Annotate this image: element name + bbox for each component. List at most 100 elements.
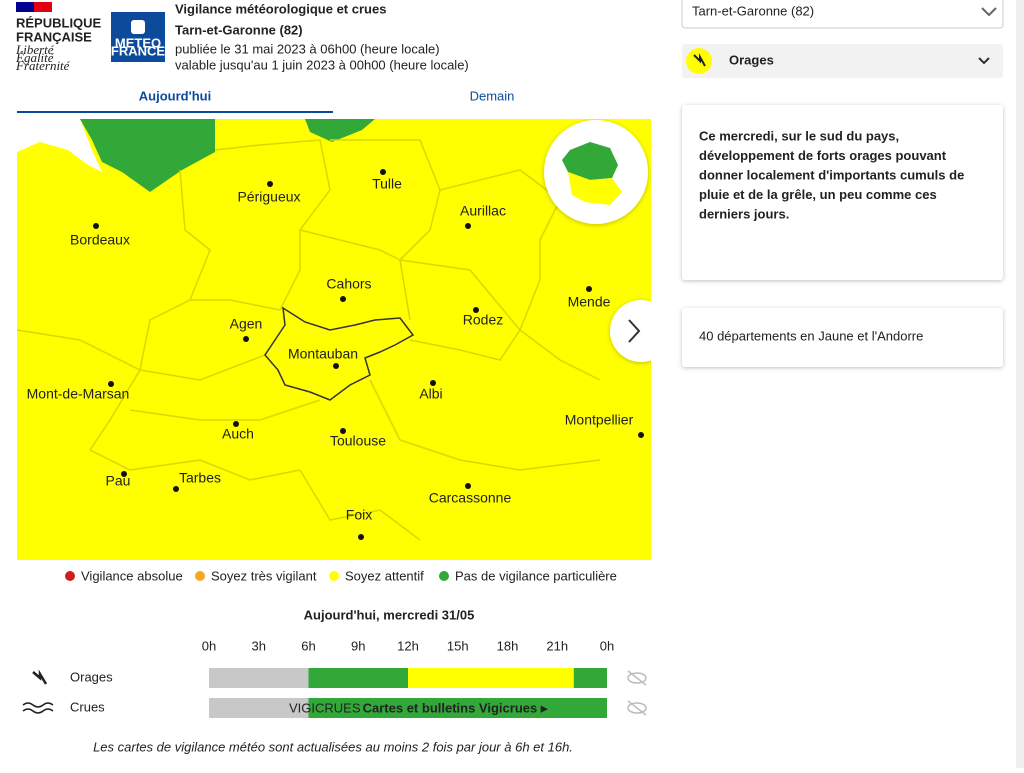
- hide-slash: [627, 670, 647, 686]
- motto: Liberté: [15, 42, 55, 57]
- city-label: Foix: [346, 507, 372, 523]
- city-label: Pau: [106, 473, 131, 489]
- segment: [408, 668, 574, 688]
- city-dot: [233, 421, 239, 427]
- meteo: FRANCE: [111, 43, 165, 58]
- green-area: [305, 119, 375, 142]
- segment: [308, 668, 408, 688]
- published: publiée le 31 mai 2023 à 06h00 (heure lo…: [175, 41, 440, 56]
- select[interactable]: [681, 0, 1004, 29]
- city-label: Toulouse: [330, 433, 386, 449]
- row-label: Crues: [70, 699, 105, 714]
- city-label: Tarbes: [179, 470, 221, 486]
- city-label: Mende: [568, 294, 611, 310]
- legend-label: Vigilance absolue: [81, 568, 183, 583]
- city-label: Mont-de-Marsan: [27, 386, 130, 402]
- summary: 40 départements en Jaune et l'Andorre: [699, 328, 923, 343]
- city-dot: [358, 534, 364, 540]
- title: Vigilance météorologique et crues: [175, 1, 386, 16]
- city-label: Aurillac: [460, 203, 506, 219]
- hour-label: 0h: [600, 638, 614, 653]
- timeline-date: Aujourd'hui, mercredi 31/05: [304, 607, 475, 622]
- hide-icon[interactable]: [627, 702, 647, 714]
- segment: [573, 668, 607, 688]
- city-label: Agen: [230, 316, 263, 332]
- description-line: derniers jours.: [699, 206, 789, 221]
- tab[interactable]: Aujourd'hui: [139, 88, 211, 103]
- description-line: donner localement d'importants cumuls de: [699, 167, 964, 182]
- hide-icon[interactable]: [627, 672, 647, 684]
- valid: valable jusqu'au 1 juin 2023 à 00h00 (he…: [175, 57, 469, 72]
- tab[interactable]: Demain: [470, 88, 515, 103]
- inset-yellow: [568, 172, 622, 205]
- motto: Égalité: [15, 50, 55, 65]
- legend-label: Soyez attentif: [345, 568, 424, 583]
- meteo-icon: [131, 20, 145, 34]
- city-dot: [267, 181, 273, 187]
- row-label: Orages: [70, 669, 113, 684]
- city-label: Rodez: [463, 312, 503, 328]
- title: Tarn-et-Garonne (82): [175, 22, 303, 37]
- city-label: Bordeaux: [70, 232, 130, 248]
- map[interactable]: Tulle Périgueux Aurillac Bordeaux Cahors Mend…: [17, 119, 672, 560]
- accordion[interactable]: [682, 44, 1003, 78]
- city-label: Auch: [222, 426, 254, 442]
- city-label: Périgueux: [237, 189, 300, 205]
- segment: [209, 698, 309, 718]
- legend-dot: [65, 571, 75, 581]
- city-dot: [340, 428, 346, 434]
- flood-icon: [22, 702, 54, 714]
- city-label: Montpellier: [565, 412, 634, 428]
- vigicrues-logo: VIGICRUES: [289, 700, 361, 715]
- storm-icon: [32, 669, 48, 685]
- footnote: Les cartes de vigilance météo sont actua…: [93, 739, 573, 754]
- legend-dot: [439, 571, 449, 581]
- city-dot: [430, 380, 436, 386]
- flag-blue: [16, 2, 34, 12]
- motto: Fraternité: [15, 58, 71, 73]
- republic: FRANÇAISE: [16, 29, 92, 44]
- next-button[interactable]: [610, 300, 672, 362]
- meteo: METEO: [115, 35, 161, 50]
- selected-department[interactable]: [264, 306, 415, 401]
- legend-dot: [195, 571, 205, 581]
- city-label: Montauban: [288, 346, 358, 362]
- summary-box: [682, 308, 1003, 367]
- description-line: pluie et de la grêle, un peu comme ces: [699, 187, 937, 202]
- city-label: Tulle: [372, 176, 402, 192]
- city-dot: [108, 381, 114, 387]
- republic: RÉPUBLIQUE: [16, 15, 102, 30]
- city-label: Carcassonne: [429, 490, 512, 506]
- green-area: [80, 119, 215, 192]
- scrollbar[interactable]: [1016, 0, 1024, 768]
- sea: [17, 119, 102, 172]
- hour-label: 9h: [351, 638, 365, 653]
- phenomenon-icon: [693, 53, 706, 67]
- city-dot: [380, 169, 386, 175]
- city-dot: [465, 483, 471, 489]
- city-dot: [638, 432, 644, 438]
- city-dot: [93, 223, 99, 229]
- hide-slash: [627, 700, 647, 716]
- hour-label: 12h: [397, 638, 419, 653]
- vigicrues-link[interactable]: Cartes et bulletins Vigicrues ▸: [363, 700, 549, 715]
- description-line: développement de forts orages pouvant: [699, 148, 947, 163]
- city-dot: [333, 363, 339, 369]
- hour-label: 15h: [447, 638, 469, 653]
- city-dot: [465, 223, 471, 229]
- hour-label: 18h: [497, 638, 519, 653]
- flag-red: [34, 2, 52, 12]
- departments: [17, 139, 601, 541]
- city-dot: [473, 307, 479, 313]
- tab-underline: [17, 111, 333, 113]
- phenomenon: Orages: [729, 52, 774, 67]
- legend-dot: [329, 571, 339, 581]
- legend-label: Pas de vigilance particulière: [455, 568, 617, 583]
- map-bg: [17, 119, 651, 560]
- description-box: [682, 105, 1003, 280]
- segment: [308, 698, 607, 718]
- next-arrow: [628, 319, 641, 343]
- select-value: Tarn-et-Garonne (82): [692, 3, 814, 18]
